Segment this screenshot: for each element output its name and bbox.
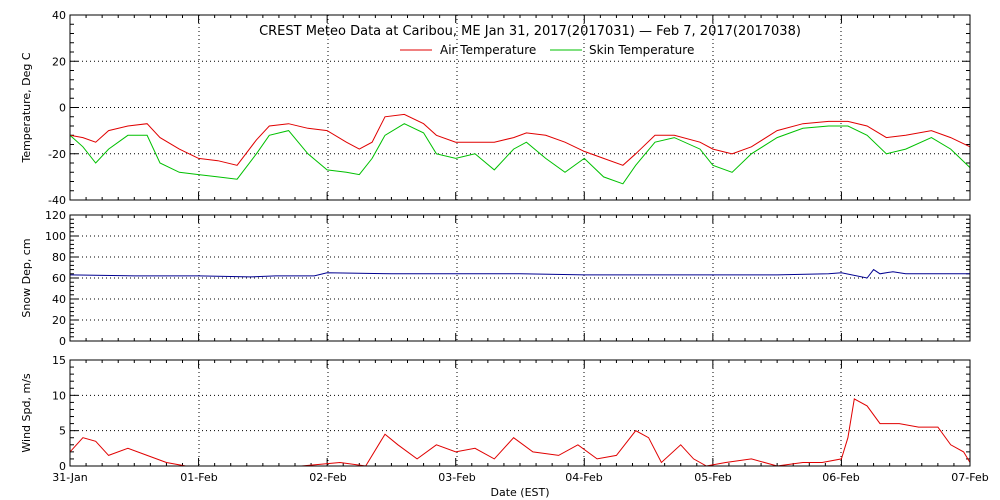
y-tick-label: 20 bbox=[52, 55, 66, 68]
x-tick-labels: 31-Jan 01-Feb 02-Feb 03-Feb 04-Feb 05-Feb 06-F… bbox=[52, 471, 989, 484]
y-tick-label: -20 bbox=[48, 148, 66, 161]
x-tick-label: 01-Feb bbox=[180, 471, 217, 484]
x-tick-label: 02-Feb bbox=[309, 471, 346, 484]
x-tick-label: 06-Feb bbox=[822, 471, 859, 484]
y-axis-label: Temperature, Deg C bbox=[20, 52, 33, 163]
y-tick-label: 0 bbox=[59, 335, 66, 348]
x-tick-label: 03-Feb bbox=[438, 471, 475, 484]
y-axis-label: Snow Dep, cm bbox=[20, 238, 33, 317]
panel-frame bbox=[69, 214, 971, 342]
y-tick-label: 10 bbox=[52, 389, 66, 402]
temperature-panel: -40 -20 0 20 40 Temperature, Deg C bbox=[20, 9, 971, 207]
snow-depth-panel: 0 20 40 60 80 100 120 Snow Dep, cm bbox=[20, 209, 971, 348]
snow-dep-cm-series-line bbox=[69, 268, 970, 279]
x-tick-label: 31-Jan bbox=[52, 471, 88, 484]
x-tick-label: 07-Feb bbox=[951, 471, 988, 484]
skin-temperature-series-line bbox=[69, 123, 971, 185]
y-tick-label: 120 bbox=[45, 209, 66, 222]
y-tick-label: 80 bbox=[52, 251, 66, 264]
panel-frame bbox=[69, 14, 971, 201]
y-tick-label: 0 bbox=[59, 460, 66, 473]
y-tick-label: 0 bbox=[59, 102, 66, 115]
legend-air-temperature-label: Air Temperature bbox=[440, 43, 536, 57]
y-tick-label: 60 bbox=[52, 272, 66, 285]
x-tick-label: 05-Feb bbox=[694, 471, 731, 484]
legend: Air Temperature Skin Temperature bbox=[400, 43, 694, 57]
legend-skin-temperature-label: Skin Temperature bbox=[589, 43, 694, 57]
panel-frame bbox=[69, 359, 971, 467]
y-tick-label: 40 bbox=[52, 9, 66, 22]
y-tick-label: 40 bbox=[52, 293, 66, 306]
chart-title: CREST Meteo Data at Caribou, ME Jan 31, … bbox=[259, 24, 801, 39]
x-axis-label: Date (EST) bbox=[490, 486, 549, 499]
air-temperature-series-line bbox=[69, 113, 971, 166]
y-tick-label: 5 bbox=[59, 425, 66, 438]
y-axis-label: Wind Spd, m/s bbox=[20, 373, 33, 453]
y-tick-label: 15 bbox=[52, 354, 66, 367]
y-tick-label: -40 bbox=[48, 194, 66, 207]
y-tick-label: 20 bbox=[52, 314, 66, 327]
x-tick-label: 04-Feb bbox=[565, 471, 602, 484]
wind-speed-panel: 0 5 10 15 Wind Spd, m/s bbox=[20, 354, 971, 473]
y-tick-label: 100 bbox=[45, 230, 66, 243]
